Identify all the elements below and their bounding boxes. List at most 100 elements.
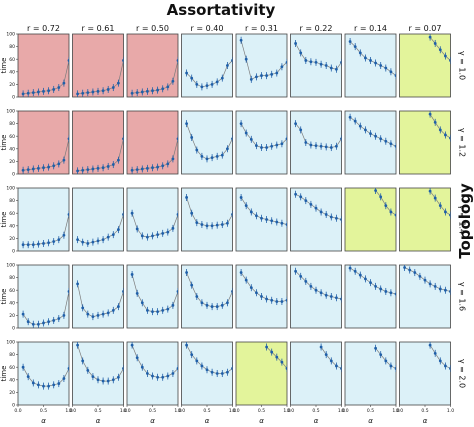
data-point bbox=[215, 223, 219, 227]
data-point bbox=[67, 213, 69, 216]
panel-background bbox=[290, 187, 342, 252]
data-point bbox=[275, 143, 279, 147]
series-line bbox=[349, 117, 396, 147]
data-point bbox=[249, 286, 253, 290]
data-point bbox=[275, 220, 279, 224]
data-point bbox=[374, 61, 377, 65]
panel bbox=[344, 33, 397, 98]
data-point bbox=[156, 310, 160, 314]
data-point bbox=[244, 278, 248, 282]
series-line bbox=[23, 138, 69, 171]
data-point bbox=[195, 295, 199, 298]
data-point bbox=[275, 355, 279, 359]
series-line bbox=[77, 214, 124, 244]
data-point bbox=[185, 271, 189, 274]
data-point bbox=[151, 234, 154, 238]
data-point bbox=[185, 71, 189, 75]
data-point bbox=[324, 213, 328, 216]
data-point bbox=[190, 211, 194, 215]
x-tick-label: 0.0 bbox=[178, 408, 185, 414]
data-point bbox=[146, 89, 149, 93]
data-point bbox=[438, 204, 442, 208]
y-tick-label: 60 bbox=[9, 57, 15, 63]
x-tick-label: 0.5 bbox=[421, 408, 428, 414]
data-point bbox=[319, 62, 323, 66]
data-point bbox=[299, 195, 303, 199]
y-tick-label: 40 bbox=[9, 223, 15, 229]
data-point bbox=[57, 238, 61, 242]
data-point bbox=[319, 291, 323, 295]
data-point bbox=[135, 356, 139, 360]
data-point bbox=[231, 137, 233, 141]
data-point bbox=[195, 148, 199, 152]
data-point bbox=[81, 359, 85, 363]
data-point bbox=[67, 290, 69, 293]
x-tick-label: 0.0 bbox=[69, 408, 76, 414]
data-point bbox=[379, 353, 383, 356]
y-tick-label: 40 bbox=[9, 377, 15, 383]
data-point bbox=[31, 381, 35, 385]
panel: 0.0 0.5 1.0 α bbox=[396, 341, 454, 425]
panel bbox=[399, 110, 451, 175]
data-point bbox=[384, 204, 388, 208]
data-point bbox=[384, 139, 388, 143]
data-point bbox=[280, 360, 284, 364]
data-point bbox=[166, 162, 170, 166]
data-point bbox=[101, 89, 105, 93]
data-point bbox=[226, 221, 229, 225]
data-point bbox=[117, 305, 120, 308]
data-point bbox=[122, 137, 124, 141]
data-point bbox=[52, 240, 56, 243]
row-label: γ = 1.6 bbox=[458, 282, 467, 311]
panel bbox=[344, 187, 397, 252]
data-point bbox=[438, 359, 442, 363]
data-point bbox=[394, 367, 396, 370]
data-point bbox=[433, 285, 437, 288]
y-tick-label: 0 bbox=[12, 172, 15, 178]
data-point bbox=[389, 291, 393, 295]
row-label: γ = 1.2 bbox=[458, 128, 467, 157]
data-point bbox=[130, 343, 134, 347]
data-point bbox=[21, 168, 25, 172]
data-point bbox=[62, 377, 66, 380]
data-point bbox=[106, 88, 110, 91]
data-point bbox=[200, 364, 204, 368]
data-point bbox=[111, 308, 115, 312]
data-point bbox=[57, 86, 61, 89]
data-point bbox=[26, 243, 30, 247]
row-label: γ = 1.4 bbox=[458, 205, 467, 234]
y-tick-label: 80 bbox=[9, 198, 15, 204]
data-point bbox=[117, 81, 120, 85]
y-tick-label: 20 bbox=[9, 159, 15, 165]
data-point bbox=[299, 51, 303, 55]
panel bbox=[126, 33, 179, 98]
data-point bbox=[324, 64, 328, 67]
data-point bbox=[348, 40, 352, 43]
panel-background bbox=[399, 33, 451, 98]
series-line bbox=[186, 197, 233, 227]
data-point bbox=[285, 137, 287, 141]
data-point bbox=[335, 216, 338, 220]
data-point bbox=[140, 234, 144, 238]
data-point bbox=[340, 367, 342, 370]
panel: 0 20 40 60 80 100 time 0.0 0.5 1.0 α bbox=[0, 340, 73, 425]
column-label: r = 0.72 bbox=[27, 24, 60, 33]
y-tick-label: 60 bbox=[9, 211, 15, 217]
data-point bbox=[265, 218, 268, 221]
data-point bbox=[57, 162, 61, 166]
panel-background bbox=[126, 110, 179, 175]
panel-background bbox=[72, 33, 124, 98]
data-point bbox=[220, 76, 224, 80]
y-tick-label: 20 bbox=[9, 390, 15, 396]
data-point bbox=[195, 221, 199, 225]
data-point bbox=[374, 189, 377, 192]
data-point bbox=[101, 379, 105, 383]
data-point bbox=[348, 266, 352, 270]
y-tick-label: 40 bbox=[9, 300, 15, 306]
data-point bbox=[226, 147, 229, 151]
panel-background bbox=[399, 110, 451, 175]
data-point bbox=[280, 142, 284, 146]
data-point bbox=[329, 66, 333, 70]
data-point bbox=[389, 70, 393, 74]
data-point bbox=[433, 120, 437, 124]
